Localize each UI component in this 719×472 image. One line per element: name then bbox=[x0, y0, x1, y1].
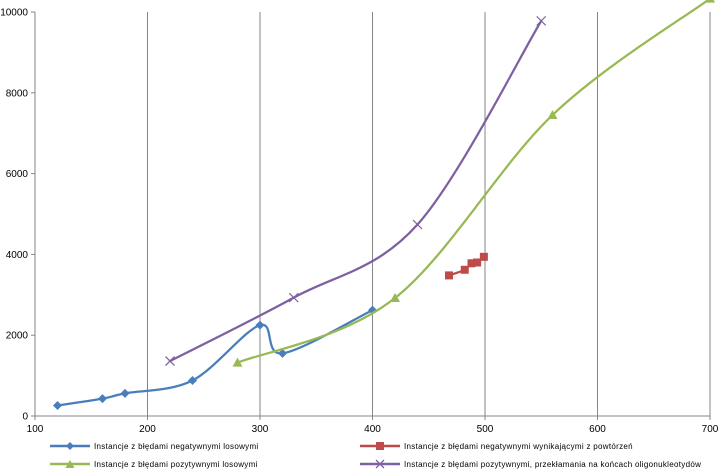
data-point bbox=[445, 271, 453, 280]
x-tick-label: 200 bbox=[139, 424, 156, 435]
data-point-stroke bbox=[412, 219, 423, 230]
data-point-stroke bbox=[165, 356, 175, 366]
x-tick-label: 700 bbox=[702, 424, 719, 435]
series-line bbox=[236, 0, 711, 364]
data-point bbox=[188, 375, 197, 385]
data-point bbox=[547, 110, 558, 120]
data-point-stroke bbox=[288, 292, 299, 303]
series-3 bbox=[232, 0, 715, 367]
tick-labels: 100 200 300 400 500 600 700 0 2000 4000 6000 8000 10… bbox=[0, 8, 719, 436]
series-line bbox=[56, 309, 374, 407]
data-point bbox=[390, 293, 400, 303]
series-2 bbox=[445, 252, 488, 280]
data-point bbox=[412, 219, 423, 230]
data-point bbox=[165, 356, 175, 366]
y-tick-label: 2000 bbox=[6, 331, 29, 342]
data-point bbox=[120, 388, 130, 398]
data-point bbox=[460, 265, 469, 274]
x-tick-label: 500 bbox=[477, 424, 494, 435]
x-tick-label: 400 bbox=[364, 424, 381, 435]
y-tick-label: 10000 bbox=[0, 8, 28, 19]
data-point bbox=[479, 252, 488, 261]
y-tick-label: 4000 bbox=[6, 250, 29, 261]
series-layer bbox=[53, 0, 715, 410]
data-point bbox=[98, 394, 107, 404]
data-point-stroke bbox=[536, 15, 547, 26]
x-tick-label: 100 bbox=[27, 424, 44, 435]
y-tick-label: 6000 bbox=[6, 169, 29, 180]
grid-lines bbox=[147, 12, 711, 416]
series-1 bbox=[53, 305, 377, 410]
series-4 bbox=[165, 15, 547, 366]
y-tick-label: 0 bbox=[22, 412, 28, 423]
data-point bbox=[232, 357, 243, 367]
data-point bbox=[53, 400, 62, 410]
data-point bbox=[255, 320, 265, 330]
x-tick-label: 300 bbox=[252, 424, 269, 435]
y-tick-label: 8000 bbox=[6, 88, 29, 99]
series-line bbox=[168, 19, 543, 363]
data-point bbox=[473, 258, 482, 267]
data-point bbox=[467, 259, 476, 268]
data-point bbox=[288, 292, 299, 303]
data-point bbox=[536, 15, 547, 26]
data-point bbox=[705, 0, 715, 3]
data-point bbox=[278, 348, 287, 358]
x-tick-label: 600 bbox=[589, 424, 606, 435]
axes bbox=[31, 11, 711, 420]
